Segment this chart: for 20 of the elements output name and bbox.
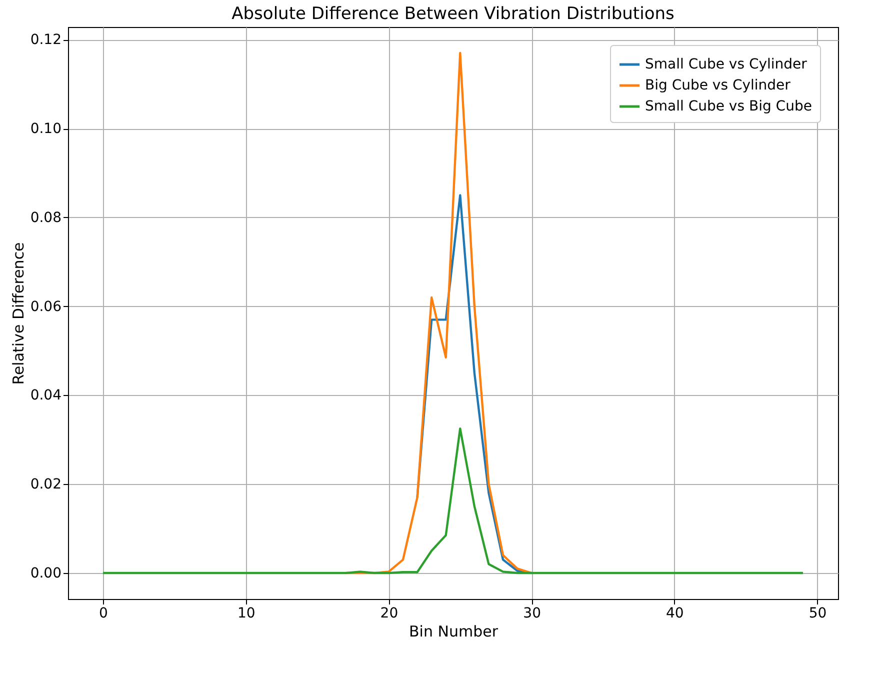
legend-label: Big Cube vs Cylinder [645,78,791,94]
line-series [102,427,804,574]
y-axis-title: Relative Difference [9,242,28,385]
legend-label: Small Cube vs Big Cube [645,98,812,114]
x-tick-label: 20 [380,606,398,622]
y-tick-label: 0.08 [30,210,62,226]
y-tick-label: 0.06 [30,298,62,315]
y-tick-label: 0.10 [30,121,62,138]
x-tick-label: 30 [523,606,541,622]
y-tick-label: 0.00 [30,566,62,582]
x-axis-title: Bin Number [409,622,499,640]
x-tick-label: 0 [99,606,108,622]
chart-title: Absolute Difference Between Vibration Distributions [232,4,674,24]
y-tick-label: 0.02 [30,476,62,493]
legend-label: Small Cube vs Cylinder [645,56,808,72]
x-tick-label: 50 [808,606,827,622]
x-tick-label: 10 [237,606,256,622]
x-tick-label: 40 [666,606,684,622]
y-tick-label: 0.12 [30,32,62,48]
y-tick-label: 0.04 [30,388,62,404]
